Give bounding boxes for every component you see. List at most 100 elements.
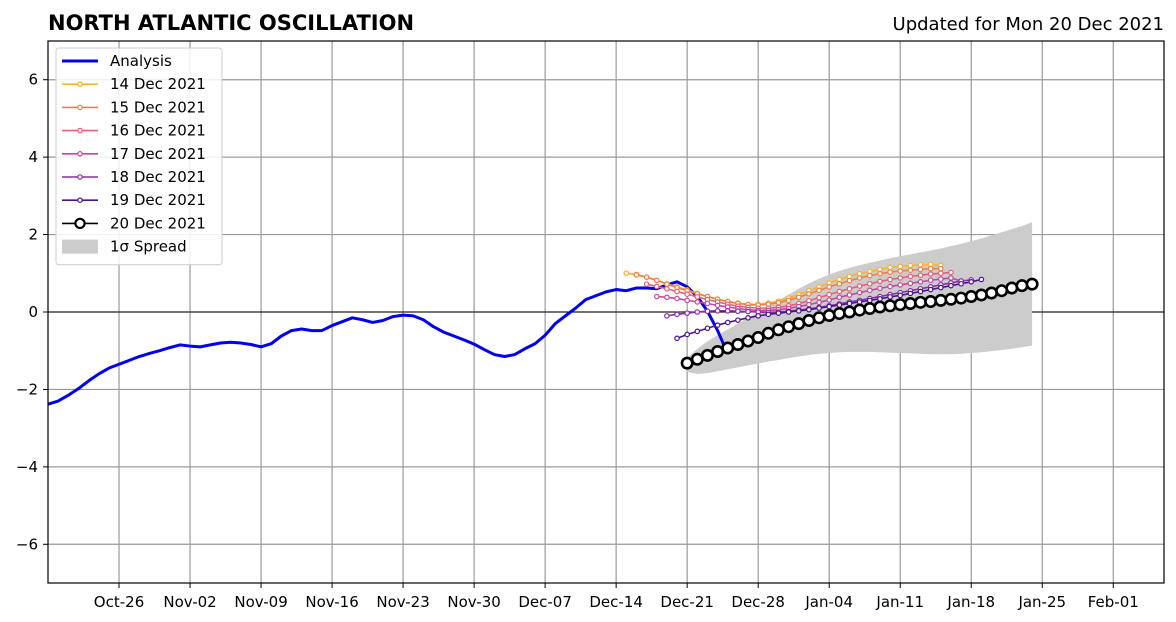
- legend-marker: [77, 127, 83, 134]
- forecast-point: [735, 308, 741, 315]
- forecast-point: [674, 311, 680, 318]
- forecast-point: [897, 263, 904, 270]
- legend-marker: [77, 197, 83, 204]
- y-tick-label: 0: [28, 303, 38, 321]
- forecast-point: [765, 311, 772, 318]
- forecast-point: [714, 302, 721, 309]
- current-forecast-point: [974, 288, 988, 302]
- forecast-point: [623, 270, 630, 277]
- chart-subtitle: Updated for Mon 20 Dec 2021: [893, 14, 1164, 35]
- forecast-point: [978, 276, 985, 283]
- forecast-point: [917, 288, 924, 295]
- current-forecast-point: [802, 314, 816, 328]
- forecast-point: [735, 317, 741, 323]
- y-tick-label: −2: [16, 380, 38, 398]
- current-forecast-point: [893, 298, 907, 312]
- forecast-point: [694, 294, 701, 300]
- forecast-point: [684, 291, 690, 297]
- legend-marker: [77, 81, 83, 88]
- forecast-point: [785, 309, 792, 315]
- forecast-point: [816, 294, 822, 301]
- forecast-point: [897, 292, 904, 299]
- forecast-point: [917, 266, 924, 273]
- forecast-point: [897, 268, 904, 274]
- current-forecast-point: [832, 307, 846, 321]
- forecast-point: [694, 328, 701, 335]
- forecast-point: [775, 310, 782, 316]
- forecast-point: [816, 299, 822, 306]
- current-forecast-point: [1015, 279, 1029, 293]
- plot-frame: [47, 40, 1165, 584]
- forecast-point: [714, 308, 721, 314]
- forecast-point: [907, 290, 914, 297]
- legend-box: [55, 47, 223, 266]
- forecast-point: [856, 275, 863, 281]
- forecast-point: [674, 288, 680, 295]
- legend: Analysis 14 Dec 2021 15 Dec 2021 16 Dec 202…: [55, 47, 223, 266]
- current-forecast-point: [914, 295, 928, 309]
- current-forecast-point: [721, 341, 735, 355]
- forecast-point: [907, 267, 914, 273]
- forecast-point: [856, 283, 863, 289]
- current-forecast-point: [873, 300, 887, 314]
- forecast-point: [866, 287, 873, 294]
- forecast-point: [948, 275, 954, 281]
- forecast-point: [704, 308, 711, 315]
- forecast-point: [745, 308, 751, 315]
- forecast-point: [714, 322, 721, 328]
- forecast-point: [948, 269, 954, 276]
- x-tick-label: Oct-26: [94, 593, 144, 611]
- forecast-point: [633, 272, 640, 278]
- forecast-point: [704, 325, 711, 332]
- forecast-point: [674, 335, 680, 342]
- forecast-point: [917, 279, 924, 285]
- legend-swatch: [62, 239, 98, 254]
- forecast-point: [907, 273, 914, 280]
- forecast-point: [826, 297, 833, 303]
- current-forecast-point: [751, 331, 765, 345]
- current-forecast-point: [924, 295, 938, 309]
- forecast-point: [684, 310, 690, 316]
- forecast-point: [877, 296, 883, 302]
- forecast-point: [846, 292, 853, 298]
- current-forecast-point: [964, 290, 978, 304]
- legend-label: 17 Dec 2021: [110, 145, 206, 163]
- x-tick-label: Nov-16: [305, 593, 358, 611]
- forecast-point: [846, 300, 853, 307]
- current-forecast-point: [812, 311, 826, 325]
- forecast-point: [897, 275, 904, 281]
- forecast-point: [785, 297, 792, 304]
- x-tick-label: Dec-21: [660, 593, 714, 611]
- forecast-point: [664, 281, 670, 287]
- current-forecast-point: [731, 338, 745, 352]
- forecast-point: [887, 283, 893, 290]
- forecast-point: [806, 306, 812, 313]
- analysis-line: [47, 280, 730, 406]
- forecast-point: [927, 271, 934, 277]
- forecast-point: [846, 285, 853, 292]
- forecast-point: [958, 280, 964, 287]
- current-forecast-point: [761, 326, 775, 340]
- forecast-point: [907, 280, 914, 287]
- current-forecast-point: [934, 293, 948, 307]
- legend-label: 1σ Spread: [110, 238, 187, 256]
- forecast-point: [674, 295, 680, 302]
- forecast-point: [937, 276, 944, 282]
- forecast-point: [826, 284, 833, 290]
- forecast-point: [836, 302, 843, 308]
- forecast-point: [887, 264, 893, 271]
- current-forecast-point: [985, 286, 999, 300]
- current-forecast-point: [771, 323, 785, 337]
- current-forecast-point: [863, 302, 877, 316]
- forecast-point: [653, 293, 660, 300]
- current-forecast-point: [842, 305, 856, 319]
- x-tick-label: Feb-01: [1088, 593, 1139, 611]
- forecast-point: [664, 294, 670, 301]
- forecast-point: [684, 297, 690, 304]
- forecast-point: [937, 270, 944, 277]
- x-tick-label: Jan-11: [875, 593, 924, 611]
- forecast-point: [877, 285, 883, 292]
- x-tick-label: Dec-07: [518, 593, 572, 611]
- forecast-point: [877, 278, 883, 285]
